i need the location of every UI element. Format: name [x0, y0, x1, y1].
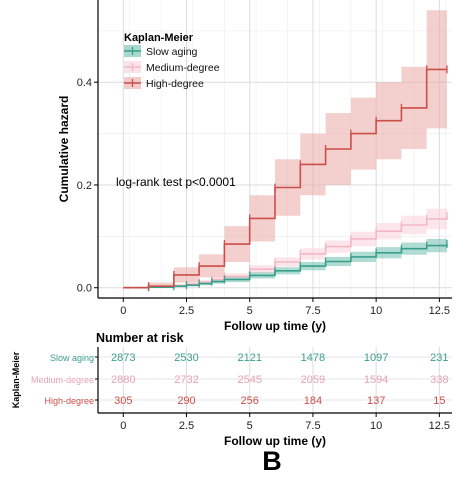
- risk-value: 256: [241, 395, 259, 407]
- x-tick-label: 2.5: [179, 305, 194, 317]
- risk-x-axis-title: Follow up time (y): [224, 434, 326, 448]
- risk-value: 305: [114, 395, 132, 407]
- x-ticks: 0 2.5 5 7.5 10 12.5: [120, 298, 450, 317]
- legend-label-slow-aging: Slow aging: [146, 46, 198, 58]
- risk-table-title: Number at risk: [96, 331, 184, 345]
- risk-value: 2880: [111, 374, 135, 386]
- risk-row-label: High-degree: [44, 396, 94, 406]
- risk-row-high-degree: High-degree 305 290 256 184 137 15: [44, 395, 445, 407]
- risk-row-medium-degree: Medium-degree 2880 2732 2545 2059 1594 338: [31, 374, 449, 386]
- risk-value: 2121: [237, 352, 261, 364]
- y-axis-title: Cumulative hazard: [57, 96, 71, 203]
- x-tick-label: 0: [120, 305, 126, 317]
- x-axis-title: Follow up time (y): [224, 319, 326, 333]
- series-line-high-degree: [123, 68, 447, 289]
- ci-band-high-degree: [123, 10, 447, 288]
- risk-value: 231: [430, 352, 448, 364]
- y-tick-label: 0.0: [77, 283, 92, 295]
- risk-table-background: [98, 347, 452, 413]
- legend-title: Kaplan-Meier: [124, 32, 194, 44]
- legend: Kaplan-Meier Slow aging Medium-degree High-…: [124, 32, 220, 90]
- x-tick-label: 7.5: [305, 305, 320, 317]
- risk-x-ticks: 0 2.5 5 7.5 10 12.5: [120, 413, 450, 432]
- censor-marks-high-degree: [147, 65, 448, 291]
- risk-x-tick-label: 10: [370, 420, 382, 432]
- risk-value: 2732: [174, 374, 198, 386]
- risk-value: 2873: [111, 352, 135, 364]
- y-tick-label: 0.4: [77, 77, 92, 89]
- risk-value: 290: [177, 395, 195, 407]
- risk-value: 137: [367, 395, 385, 407]
- risk-value: 1097: [364, 352, 388, 364]
- risk-x-tick-label: 0: [120, 420, 126, 432]
- x-tick-label: 5: [247, 305, 253, 317]
- risk-row-slow-aging: Slow aging 2873 2530 2121 1478 1097 231: [50, 352, 449, 364]
- x-tick-label: 12.5: [429, 305, 450, 317]
- y-ticks: 0.0 0.2 0.4: [77, 77, 98, 295]
- risk-value: 1478: [301, 352, 325, 364]
- risk-row-label: Slow aging: [50, 353, 94, 363]
- y-tick-label: 0.2: [77, 180, 92, 192]
- risk-table-grid: [98, 347, 452, 413]
- legend-label-high-degree: High-degree: [146, 78, 204, 90]
- risk-value: 338: [430, 374, 448, 386]
- risk-x-tick-label: 5: [247, 420, 253, 432]
- risk-x-tick-label: 2.5: [179, 420, 194, 432]
- risk-value: 15: [433, 395, 445, 407]
- panel-label: B: [262, 446, 282, 474]
- risk-value: 184: [304, 395, 322, 407]
- risk-x-tick-label: 7.5: [305, 420, 320, 432]
- x-tick-label: 10: [370, 305, 382, 317]
- risk-value: 2545: [237, 374, 261, 386]
- risk-x-tick-label: 12.5: [429, 420, 450, 432]
- risk-y-axis-title: Kaplan-Meier: [11, 351, 21, 408]
- risk-row-label: Medium-degree: [31, 375, 94, 385]
- log-rank-annotation: log-rank test p<0.0001: [116, 175, 236, 189]
- risk-value: 1594: [364, 374, 388, 386]
- risk-value: 2530: [174, 352, 198, 364]
- risk-value: 2059: [301, 374, 325, 386]
- legend-label-medium-degree: Medium-degree: [146, 62, 220, 74]
